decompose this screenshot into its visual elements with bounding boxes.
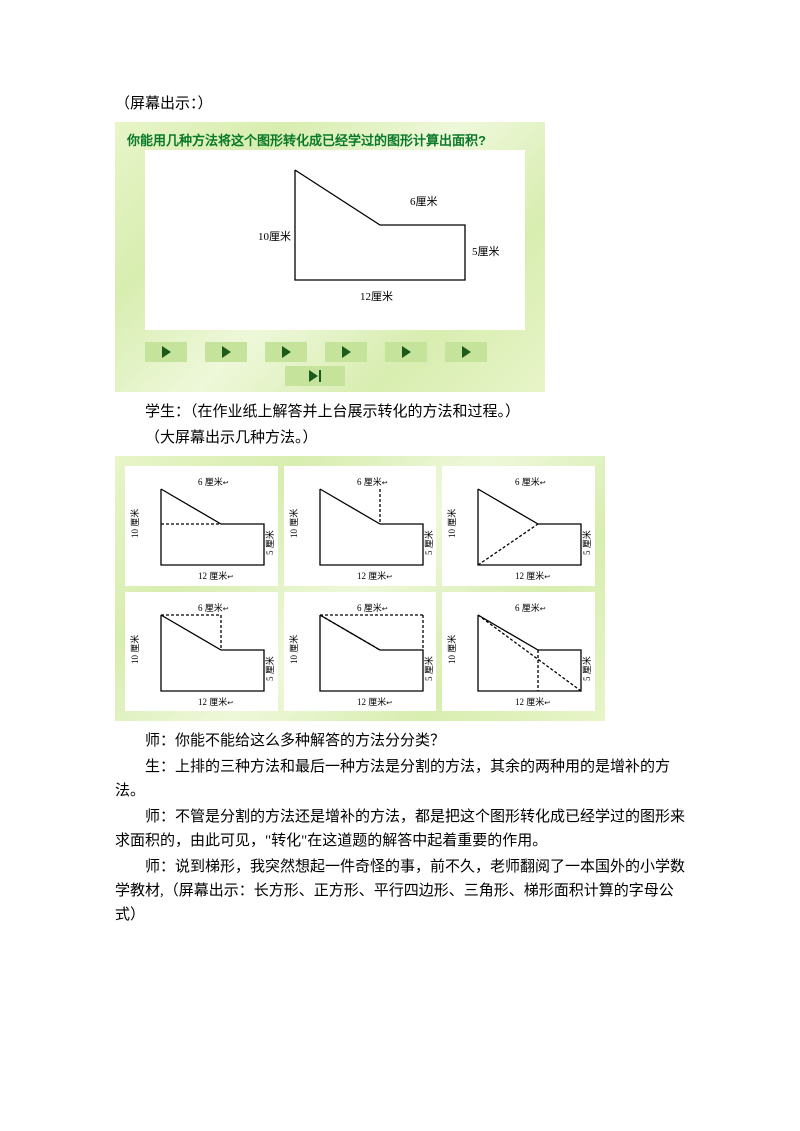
teacher-a3: 师：说到梯形，我突然想起一件奇怪的事，前不久，老师翻阅了一本国外的小学数学教材,… [115,855,685,927]
play-button-3[interactable] [265,342,307,362]
svg-text:12 厘米↩: 12 厘米↩ [198,570,233,581]
svg-text:12 厘米↩: 12 厘米↩ [515,696,550,707]
method-cell-2: 6 厘米↩ 10 厘米 5 厘米 12 厘米↩ [284,466,437,586]
slide-2: 6 厘米↩ 10 厘米 5 厘米 12 厘米↩ 6 厘米↩ 10 厘米 5 厘米… [115,456,605,721]
play-icon [309,370,318,382]
screen-line: （大屏幕出示几种方法。） [115,426,685,450]
slide1-canvas: 6厘米 10厘米 5厘米 12厘米 [145,150,525,330]
svg-text:5 厘米: 5 厘米 [581,530,592,555]
play-icon [342,346,351,358]
dim-top: 6厘米 [410,195,438,208]
student-line: 学生：（在作业纸上解答并上台展示转化的方法和过程。） [115,400,685,424]
play-end-button[interactable] [285,366,345,386]
play-button-6[interactable] [445,342,487,362]
svg-text:10 厘米: 10 厘米 [446,509,457,538]
svg-text:6 厘米↩: 6 厘米↩ [357,476,388,487]
play-icon [282,346,291,358]
play-end-row [285,366,345,386]
student-a1: 生：上排的三种方法和最后一种方法是分割的方法，其余的两种用的是增补的方法。 [115,755,685,803]
play-icon [402,346,411,358]
end-bar-icon [319,370,321,382]
svg-text:10 厘米: 10 厘米 [129,634,140,663]
method-cell-6: 6 厘米↩ 10 厘米 5 厘米 12 厘米↩ [442,592,595,712]
svg-text:12 厘米↩: 12 厘米↩ [357,696,392,707]
play-button-2[interactable] [205,342,247,362]
svg-text:12 厘米↩: 12 厘米↩ [515,570,550,581]
teacher-q1: 师：你能不能给这么多种解答的方法分分类？ [115,729,685,753]
play-icon [462,346,471,358]
svg-text:6 厘米↩: 6 厘米↩ [198,476,229,487]
method-cell-5: 6 厘米↩ 10 厘米 5 厘米 12 厘米↩ [284,592,437,712]
svg-text:5 厘米: 5 厘米 [264,656,275,681]
intro-line: （屏幕出示：） [115,92,685,116]
svg-text:6 厘米↩: 6 厘米↩ [198,602,229,613]
play-button-4[interactable] [325,342,367,362]
svg-text:12 厘米↩: 12 厘米↩ [357,570,392,581]
play-icon [222,346,231,358]
dim-bottom: 12厘米 [360,290,393,303]
teacher-a2: 师：不管是分割的方法还是增补的方法，都是把这个图形转化成已经学过的图形来求面积的… [115,805,685,853]
svg-text:5 厘米: 5 厘米 [423,530,434,555]
play-button-row [145,342,487,362]
dim-left: 10厘米 [258,230,291,243]
slide1-title: 你能用几种方法将这个图形转化成已经学过的图形计算出面积? [127,130,486,149]
svg-text:10 厘米: 10 厘米 [288,509,299,538]
svg-text:10 厘米: 10 厘米 [288,634,299,663]
svg-text:12 厘米↩: 12 厘米↩ [198,696,233,707]
slide-1: 你能用几种方法将这个图形转化成已经学过的图形计算出面积? 6厘米 10厘米 5厘… [115,122,545,392]
svg-text:5 厘米: 5 厘米 [264,530,275,555]
svg-text:10 厘米: 10 厘米 [446,634,457,663]
svg-text:5 厘米: 5 厘米 [581,656,592,681]
svg-text:6 厘米↩: 6 厘米↩ [515,476,546,487]
play-button-5[interactable] [385,342,427,362]
dim-right: 5厘米 [472,245,500,258]
play-icon [162,346,171,358]
method-cell-4: 6 厘米↩ 10 厘米 5 厘米 12 厘米↩ [125,592,278,712]
play-button-1[interactable] [145,342,187,362]
svg-text:6 厘米↩: 6 厘米↩ [515,602,546,613]
svg-text:6 厘米↩: 6 厘米↩ [357,602,388,613]
svg-text:10 厘米: 10 厘米 [129,509,140,538]
method-cell-3: 6 厘米↩ 10 厘米 5 厘米 12 厘米↩ [442,466,595,586]
shape-outline [295,170,465,280]
method-cell-1: 6 厘米↩ 10 厘米 5 厘米 12 厘米↩ [125,466,278,586]
svg-text:5 厘米: 5 厘米 [423,656,434,681]
